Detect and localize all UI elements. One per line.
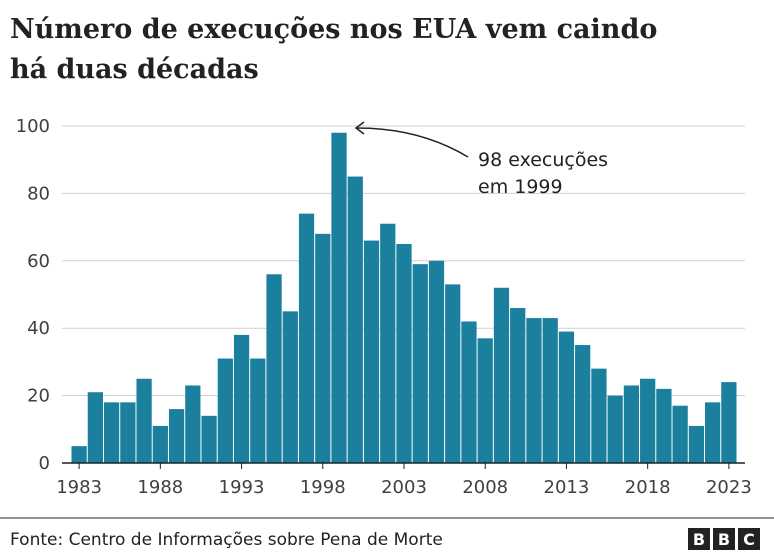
bar bbox=[396, 243, 412, 463]
plot: 0 20 40 60 80 100 1983 1988 1993 1998 2003 2008 2013… bbox=[16, 116, 752, 498]
y-tick-label: 60 bbox=[27, 251, 50, 272]
bar bbox=[71, 446, 87, 463]
bar bbox=[640, 378, 656, 463]
bar bbox=[558, 331, 575, 463]
logo-letter: C bbox=[743, 530, 755, 549]
bar bbox=[721, 382, 737, 463]
x-tick-label: 2013 bbox=[544, 477, 590, 498]
bar bbox=[493, 287, 510, 463]
x-tick-label: 2018 bbox=[625, 477, 671, 498]
bar bbox=[575, 345, 591, 463]
bar bbox=[591, 368, 607, 463]
bar bbox=[201, 415, 217, 463]
bar bbox=[428, 260, 445, 463]
bar bbox=[266, 274, 282, 463]
logo-letter: B bbox=[718, 530, 730, 549]
bar bbox=[705, 402, 721, 463]
bar bbox=[87, 392, 103, 463]
bar bbox=[688, 425, 705, 463]
bar bbox=[526, 318, 542, 463]
bar bbox=[656, 388, 672, 463]
bar bbox=[542, 318, 558, 463]
bar bbox=[103, 402, 120, 463]
bar bbox=[412, 264, 428, 463]
bar bbox=[282, 311, 298, 463]
chart-title-line: há duas décadas bbox=[10, 54, 259, 85]
bar bbox=[298, 213, 315, 463]
bar bbox=[363, 240, 380, 463]
y-tick-label: 0 bbox=[39, 453, 50, 474]
bar bbox=[672, 405, 688, 463]
annotation: em 1999 bbox=[478, 176, 563, 198]
source: Fonte: Centro de Informações sobre Pena … bbox=[10, 530, 443, 550]
bar bbox=[607, 395, 623, 463]
bar bbox=[315, 233, 331, 463]
bbc-logo: B B C bbox=[688, 528, 760, 550]
arrow-head bbox=[354, 121, 365, 135]
x-tick-label: 1983 bbox=[56, 477, 102, 498]
bar bbox=[120, 402, 136, 463]
x-tick-label: 1993 bbox=[219, 477, 265, 498]
y-tick-label: 100 bbox=[16, 116, 50, 137]
x-tick-label: 2023 bbox=[706, 477, 752, 498]
bar bbox=[461, 321, 477, 463]
bar bbox=[217, 358, 233, 463]
chart-title-line: Número de execuções nos EUA vem caindo bbox=[10, 14, 657, 45]
x-tick-label: 2008 bbox=[462, 477, 508, 498]
bar bbox=[347, 176, 363, 464]
annotation-arrow bbox=[356, 127, 469, 158]
bar bbox=[380, 223, 396, 463]
bar bbox=[152, 425, 168, 463]
bar bbox=[445, 284, 461, 463]
x-tick-label: 1988 bbox=[137, 477, 183, 498]
bar bbox=[168, 409, 185, 463]
y-tick-label: 20 bbox=[27, 386, 50, 407]
bar bbox=[250, 358, 266, 463]
bar bbox=[477, 338, 493, 463]
y-tick-label: 80 bbox=[27, 183, 50, 204]
y-tick-label: 40 bbox=[27, 318, 50, 339]
bar bbox=[233, 334, 250, 463]
bar bbox=[331, 132, 347, 464]
x-tick-label: 1998 bbox=[300, 477, 346, 498]
bar bbox=[623, 385, 640, 463]
bar bbox=[510, 307, 526, 463]
x-tick-label: 2003 bbox=[381, 477, 427, 498]
logo-letter: B bbox=[693, 530, 705, 549]
annotation: 98 execuções bbox=[478, 149, 608, 171]
bar bbox=[185, 385, 201, 463]
bar bbox=[136, 378, 152, 463]
